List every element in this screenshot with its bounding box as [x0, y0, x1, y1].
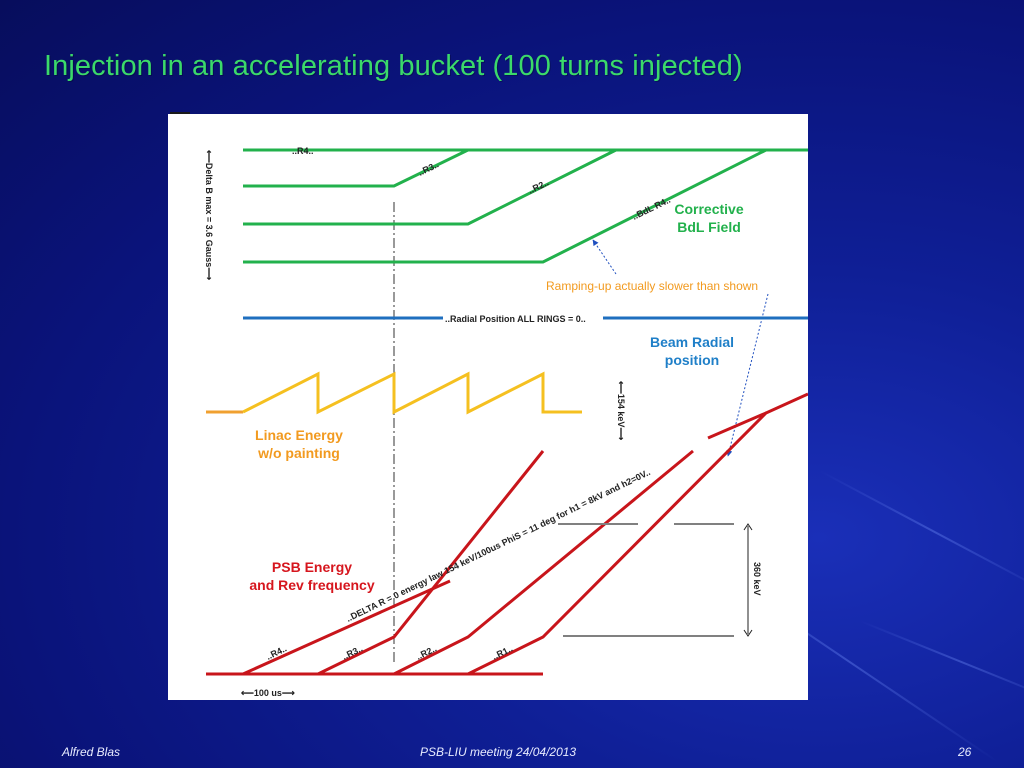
corner-marker: [170, 112, 190, 115]
bdl-trace-r3: [243, 148, 469, 188]
bdl-label-r3: ..R3..: [416, 159, 440, 177]
grey-reference-lines: [558, 523, 734, 637]
corrective-bdl-label-line1: Corrective: [674, 201, 743, 217]
kev360-arrow-bottom: [743, 629, 753, 637]
linac-energy-label-line1: Linac Energy: [255, 427, 343, 443]
linac-energy-trace: [242, 371, 582, 415]
timing-diagram: ..R4.. ..R3.. ..R2.. ..BdL R4.. ⟵Delta B…: [168, 114, 808, 700]
ramping-note: Ramping-up actually slower than shown: [546, 279, 758, 293]
psb-trace-r2: [393, 449, 694, 676]
psb-trace-r1: [467, 392, 808, 676]
bdl-label-r2: ..R2..: [526, 177, 550, 195]
psb-energy-group: [206, 392, 808, 676]
kev154-label: ⟵154 keV⟶: [616, 381, 626, 440]
timing-diagram-svg: ..R4.. ..R3.. ..R2.. ..BdL R4.. ⟵Delta B…: [204, 146, 808, 698]
slide-title: Injection in an accelerating bucket (100…: [44, 50, 743, 82]
beam-radial-label-line2: position: [665, 352, 719, 368]
beam-radial-label-line1: Beam Radial: [650, 334, 734, 350]
bdl-field-group: [243, 148, 808, 264]
background-streak: [859, 620, 1024, 705]
psb-trace-baseline: [206, 579, 451, 676]
bdl-trace-r2: [243, 148, 617, 226]
footer-meeting: PSB-LIU meeting 24/04/2013: [420, 745, 577, 759]
bdl-label-r4: ..BdL R4..: [630, 195, 672, 222]
delta-b-axis-label: ⟵Delta B max = 3.6 Gauss⟶: [204, 150, 214, 280]
psb-energy-label-line2: and Rev frequency: [249, 577, 374, 593]
time-scale-label: ⟵100 us⟶: [241, 688, 295, 698]
psb-trace-r3: [317, 450, 545, 676]
radial-position-label: ..Radial Position ALL RINGS = 0..: [445, 314, 586, 324]
corrective-bdl-label-line2: BdL Field: [677, 219, 741, 235]
kev360-arrow-top: [743, 523, 753, 531]
psb-trace-r4-ext: [707, 411, 767, 440]
psb-label-r1: ..R1..: [490, 643, 514, 661]
background-streak: [819, 470, 1024, 594]
psb-law-label: ..DELTA R = 0 energy law 154 keV/100us P…: [344, 467, 651, 624]
kev360-label: 360 keV: [752, 562, 762, 596]
radial-label-bg: [443, 312, 603, 324]
psb-label-r3: ..R3..: [340, 643, 364, 661]
ramping-arrow-upper: [592, 239, 617, 275]
bdl-label-r4-top: ..R4..: [292, 146, 314, 156]
footer-author: Alfred Blas: [62, 745, 121, 759]
footer-page-number: 26: [958, 745, 972, 759]
linac-energy-label-line2: w/o painting: [257, 445, 340, 461]
bdl-trace-r4: [243, 148, 767, 264]
psb-energy-label-line1: PSB Energy: [272, 559, 352, 575]
